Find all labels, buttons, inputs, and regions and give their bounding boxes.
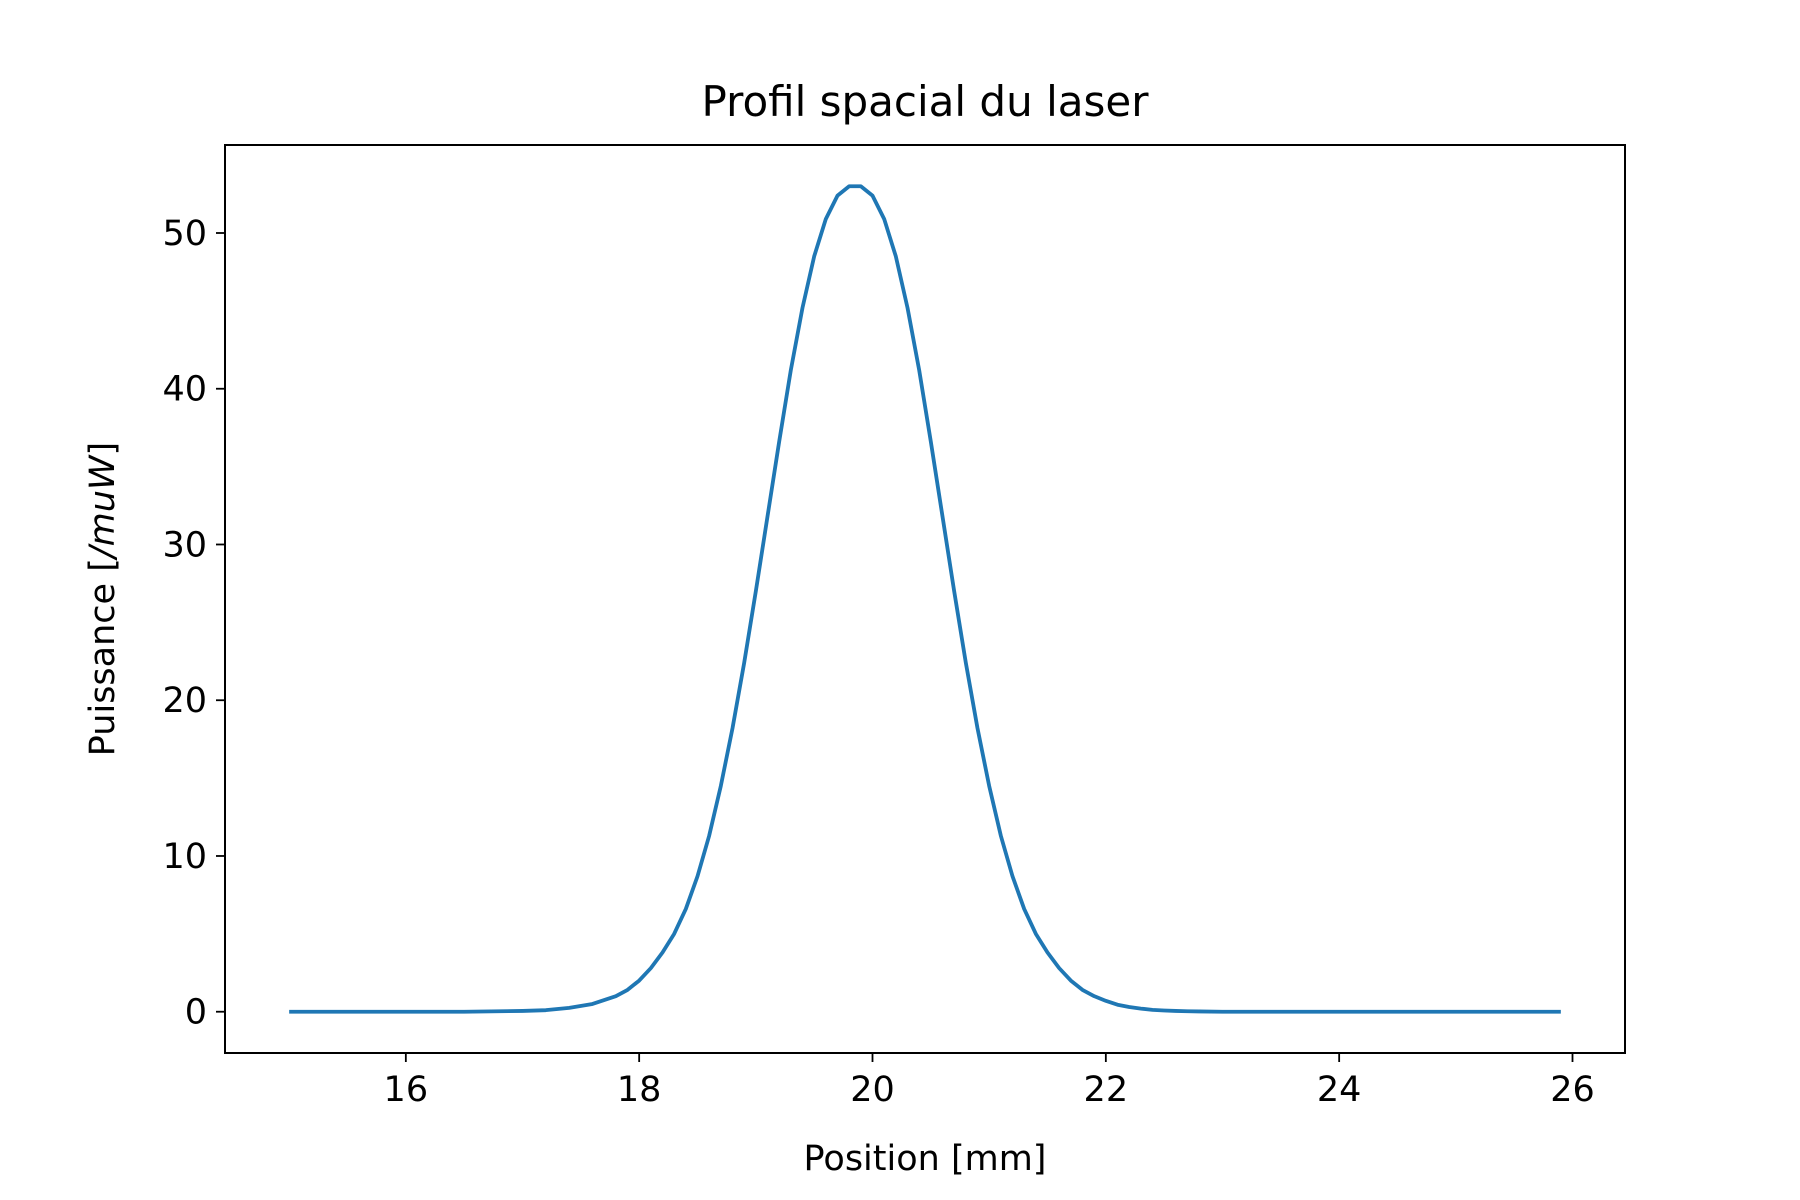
x-tick-label: 16 [384,1070,429,1110]
y-tick-label: 10 [162,837,207,877]
series-layer [289,184,1561,1014]
chart-title: Profil spacial du laser [702,77,1150,126]
y-axis-label-suffix: ] [83,442,123,456]
series-line-0 [289,184,1561,1014]
x-axis-ticks: 16 18 20 22 24 26 [384,1053,1595,1110]
x-tick-label: 18 [617,1070,662,1110]
x-tick-label: 24 [1317,1070,1362,1110]
y-tick-label: 20 [162,681,207,721]
y-tick-label: 30 [162,525,207,565]
y-tick-label: 50 [162,214,207,254]
axes-frame [224,144,1626,1054]
x-tick-label: 22 [1084,1070,1129,1110]
x-axis-label: Position [mm] [804,1139,1047,1179]
y-axis-ticks: 0 10 20 30 40 50 [162,214,225,1033]
y-axis-label: Puissance [/muW] [83,442,123,756]
x-tick-label: 20 [850,1070,895,1110]
y-tick-label: 0 [185,993,207,1033]
y-axis-label-unit: /muW [83,454,123,561]
plot-area: 16 18 20 22 24 26 0 10 20 30 40 50 [162,144,1626,1110]
y-tick-label: 40 [162,370,207,410]
x-tick-label: 26 [1550,1070,1595,1110]
y-axis-label-prefix: Puissance [ [83,558,123,756]
